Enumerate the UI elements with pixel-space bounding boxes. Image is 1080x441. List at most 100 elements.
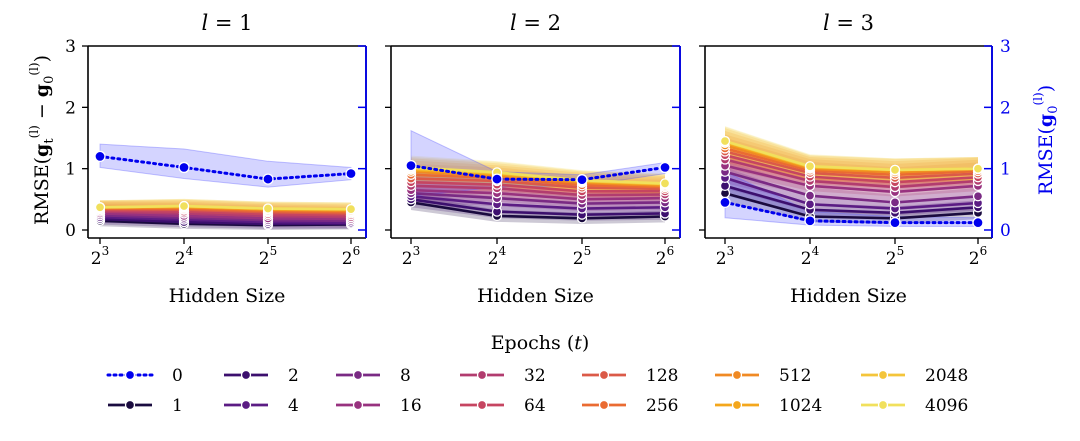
line-epoch-16	[724, 164, 979, 194]
x-tick-label: 26	[342, 244, 360, 269]
legend-item-epoch-2048: 2048	[861, 366, 968, 386]
point-epoch-4096	[804, 161, 816, 172]
legend-item-epoch-8: 8	[336, 366, 411, 386]
legend-label: 1024	[779, 396, 822, 416]
point-epoch-4096	[719, 135, 731, 147]
line-epoch-32	[99, 210, 352, 219]
legend-marker	[352, 369, 364, 381]
line-epoch-128	[410, 177, 666, 191]
line-epoch-256	[724, 147, 979, 177]
line-epoch-64	[410, 180, 665, 193]
legend-marker	[476, 369, 488, 381]
secondary-tick-label: 2	[1000, 98, 1011, 118]
line-epoch-8	[99, 213, 352, 223]
legend-item-epoch-1024: 1024	[715, 396, 822, 416]
x-tick-label: 24	[801, 244, 820, 269]
legend-label: 16	[400, 396, 422, 416]
line-epoch-4096	[724, 139, 979, 172]
point-epoch-4096	[345, 203, 357, 215]
point-epoch-8	[804, 190, 816, 201]
x-tick-label: 26	[969, 244, 987, 269]
line-epoch-4	[724, 176, 979, 210]
point-epoch-4096	[178, 200, 190, 212]
line-epoch-32	[410, 184, 666, 197]
x-tick-label: 23	[402, 244, 420, 269]
point-epoch-8	[889, 197, 901, 208]
point-epoch-0	[804, 215, 816, 227]
point-epoch-0	[972, 216, 984, 229]
point-epoch-4096	[659, 178, 671, 189]
legend-item-epoch-256: 256	[582, 396, 678, 416]
line-epoch-4	[410, 194, 666, 210]
band-epoch-32	[725, 146, 978, 197]
legend-item-epoch-4: 4	[224, 396, 299, 416]
legend-marker	[877, 399, 889, 411]
x-axis-label: Hidden Size	[169, 285, 286, 307]
legend-label: 2048	[925, 366, 968, 386]
legend-label: 0	[172, 366, 183, 386]
x-tick-label: 23	[91, 244, 109, 269]
legend-label: 512	[779, 366, 811, 386]
legend-item-epoch-1: 1	[108, 396, 183, 416]
line-epoch-0	[723, 200, 980, 225]
x-axis-label: Hidden Size	[477, 285, 594, 307]
line-epoch-1	[724, 191, 979, 220]
legend-item-epoch-4096: 4096	[861, 396, 968, 416]
legend-item-epoch-16: 16	[336, 396, 422, 416]
legend-marker	[731, 369, 743, 381]
band-epoch-1	[725, 184, 978, 225]
line-epoch-16	[410, 188, 666, 201]
legend-marker	[476, 399, 488, 411]
line-epoch-128	[724, 150, 979, 180]
point-epoch-0	[889, 216, 901, 229]
point-epoch-4096	[94, 202, 106, 213]
point-epoch-0	[719, 196, 731, 209]
x-tick-label: 23	[716, 244, 734, 269]
line-epoch-64	[724, 153, 979, 184]
legend-item-epoch-64: 64	[460, 396, 546, 416]
line-epoch-256	[410, 173, 666, 189]
legend-marker	[124, 369, 136, 381]
y-tick-label: 0	[65, 221, 76, 241]
y-tick-label: 3	[65, 37, 76, 57]
legend-label: 128	[646, 366, 678, 386]
secondary-tick-label: 3	[1000, 37, 1011, 57]
x-tick-label: 24	[175, 244, 194, 269]
legend-marker	[124, 399, 136, 411]
x-tick-label: 25	[886, 244, 904, 269]
point-epoch-0	[262, 173, 274, 185]
line-epoch-4	[99, 215, 352, 224]
legend-item-epoch-128: 128	[582, 366, 678, 386]
x-tick-label: 25	[573, 244, 591, 269]
line-epoch-8	[410, 191, 666, 205]
line-epoch-8	[724, 170, 979, 204]
point-epoch-4	[804, 199, 816, 210]
x-tick-label: 24	[488, 244, 507, 269]
legend-label: 1	[172, 396, 183, 416]
legend: 0 1 2 4 8 16 32 64 128 256 512 1024 2048 4096	[106, 366, 968, 416]
line-epoch-4096	[99, 204, 352, 211]
secondary-tick-label: 0	[1000, 221, 1011, 241]
line-epoch-32	[724, 158, 979, 189]
point-epoch-0	[94, 150, 106, 163]
line-epoch-4096	[410, 166, 666, 185]
point-epoch-0	[659, 161, 671, 174]
line-epoch-64	[99, 209, 352, 217]
line-epoch-0	[98, 154, 353, 181]
x-tick-label: 26	[656, 244, 674, 269]
line-epoch-0	[409, 164, 667, 182]
legend-item-epoch-512: 512	[715, 366, 811, 386]
point-epoch-4096	[972, 163, 984, 174]
line-epoch-1	[410, 201, 666, 220]
band-epoch-0	[99, 143, 352, 188]
point-epoch-0	[491, 173, 503, 185]
point-epoch-4096	[889, 164, 901, 176]
point-epoch-0	[576, 174, 588, 186]
legend-label: 8	[400, 366, 411, 386]
point-epoch-0	[405, 159, 417, 172]
legend-label: 4	[288, 396, 299, 416]
legend-label: 256	[646, 396, 678, 416]
